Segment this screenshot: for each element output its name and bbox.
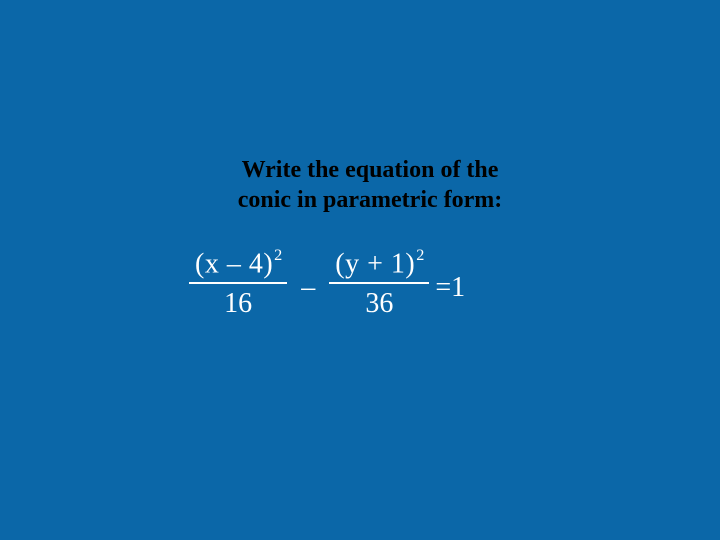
term1-exponent: 2 <box>274 246 282 264</box>
equation: (x – 4)2 16 – (y + 1)2 36 =1 <box>185 248 465 320</box>
term1-inner: x – 4 <box>205 248 264 279</box>
equals-rhs: =1 <box>433 272 465 304</box>
prompt-text: Write the equation of the conic in param… <box>200 155 540 215</box>
fraction-2-denominator: 36 <box>329 282 429 320</box>
equals-sign: = <box>435 272 451 303</box>
prompt-line-2: conic in parametric form: <box>238 187 503 213</box>
fraction-1-numerator: (x – 4)2 <box>189 248 287 282</box>
minus-operator: – <box>291 272 325 304</box>
term2-inner: y + 1 <box>345 248 405 279</box>
fraction-2-numerator: (y + 1)2 <box>329 248 429 282</box>
fraction-2: (y + 1)2 36 <box>329 248 429 320</box>
fraction-1-denominator: 16 <box>189 282 287 320</box>
prompt-line-1: Write the equation of the <box>242 157 499 183</box>
term2-exponent: 2 <box>416 246 424 264</box>
rhs-value: 1 <box>451 272 465 303</box>
slide: Write the equation of the conic in param… <box>0 0 720 540</box>
fraction-1: (x – 4)2 16 <box>189 248 287 320</box>
